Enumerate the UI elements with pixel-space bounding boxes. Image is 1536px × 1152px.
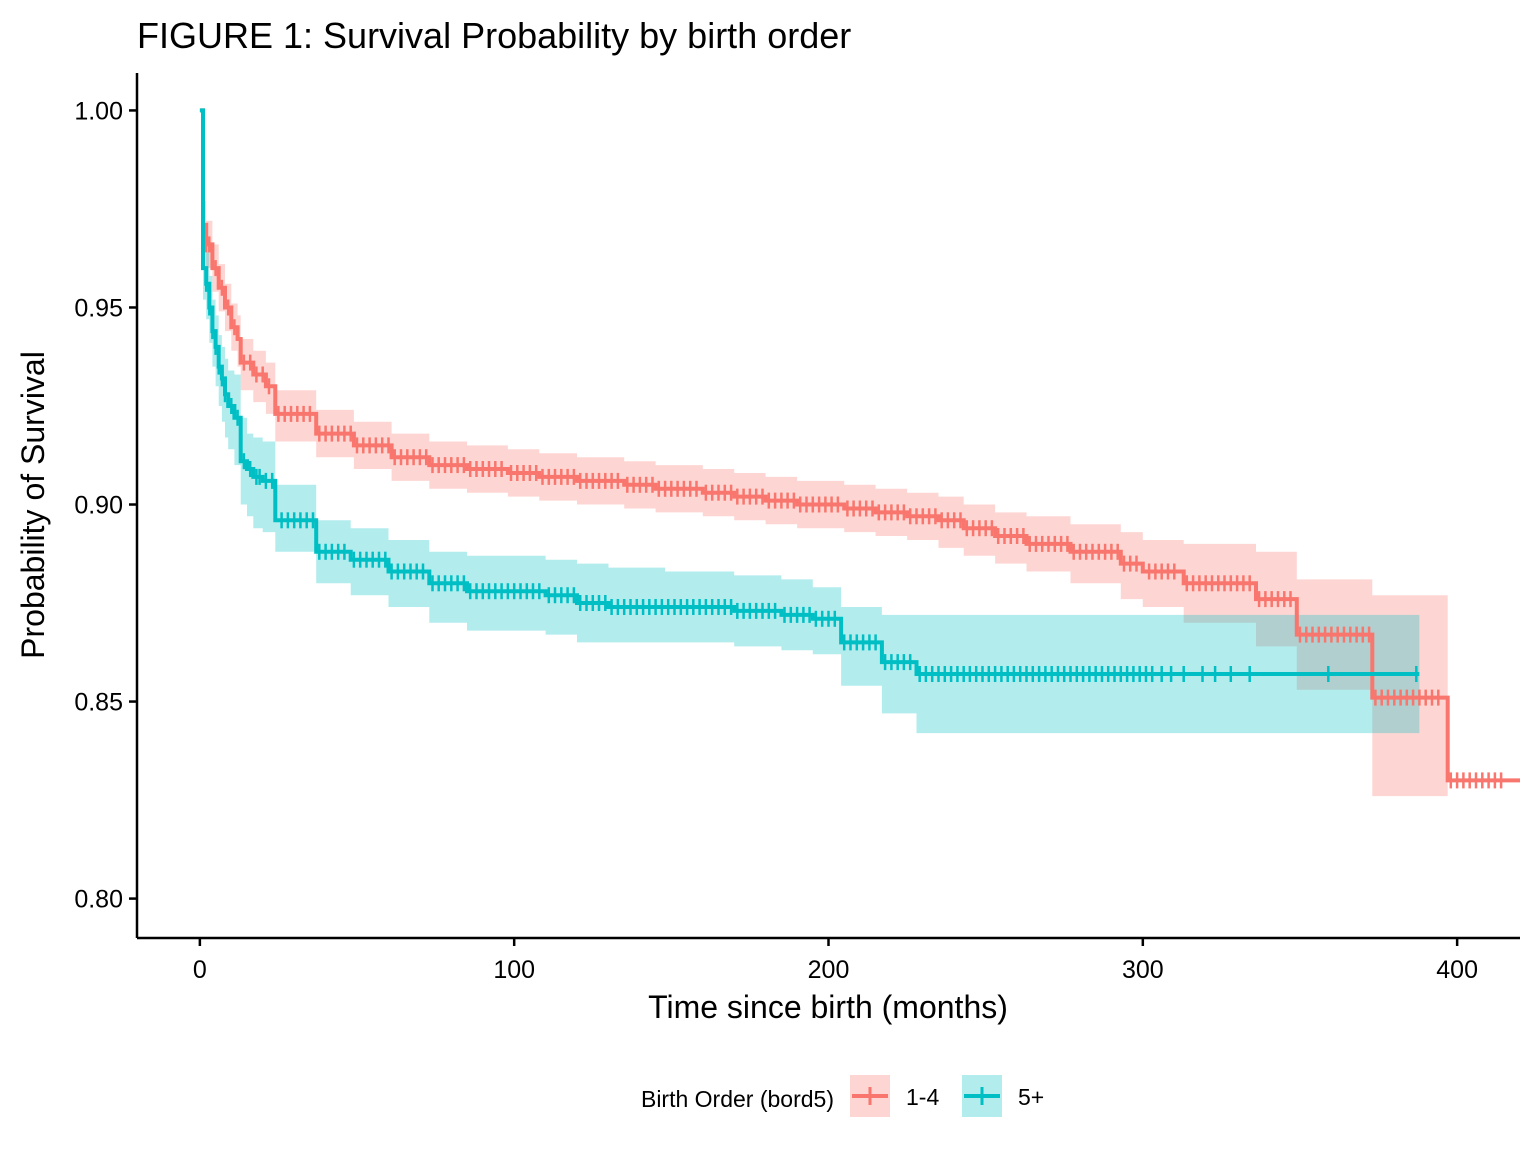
y-axis-ticks: 0.80 0.85 0.90 0.95 1.00 — [74, 97, 137, 914]
legend-label: 1-4 — [906, 1084, 939, 1110]
ci-band-series-1 — [199, 110, 1448, 797]
censor-marks — [204, 236, 1503, 789]
x-tick-label: 0 — [193, 956, 207, 984]
confidence-bands — [199, 110, 1448, 797]
y-tick-label: 0.85 — [74, 689, 123, 717]
chart-title: FIGURE 1: Survival Probability by birth … — [137, 15, 851, 56]
y-tick-label: 0.90 — [74, 492, 123, 520]
y-axis-title: Probability of Survival — [15, 351, 51, 659]
x-tick-label: 100 — [493, 956, 535, 984]
x-tick-label: 200 — [808, 956, 850, 984]
x-tick-label: 300 — [1122, 956, 1164, 984]
y-tick-label: 1.00 — [74, 97, 123, 125]
y-tick-label: 0.95 — [74, 294, 123, 322]
legend-title: Birth Order (bord5) — [641, 1086, 834, 1112]
x-axis-ticks: 0 100 200 300 400 — [193, 938, 1478, 984]
legend-label: 5+ — [1018, 1084, 1044, 1110]
legend-keys: 1-4 5+ — [850, 1075, 1044, 1117]
ci-band-series-2 — [199, 110, 1420, 734]
legend: Birth Order (bord5) 1-4 5+ — [641, 1075, 1044, 1117]
x-tick-label: 400 — [1436, 956, 1478, 984]
x-axis-title: Time since birth (months) — [648, 989, 1008, 1025]
y-tick-label: 0.80 — [74, 886, 123, 914]
